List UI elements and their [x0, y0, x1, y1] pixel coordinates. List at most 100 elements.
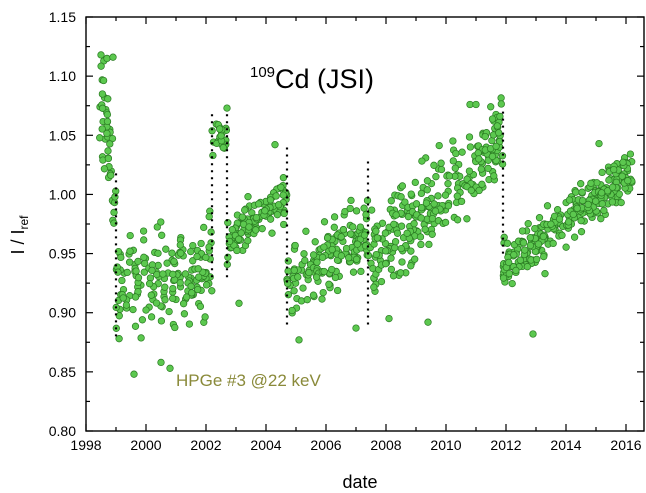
data-point [96, 134, 104, 142]
y-axis-title: I / Iref [8, 215, 31, 255]
axes [85, 16, 645, 432]
data-point [168, 249, 176, 257]
data-point [197, 239, 205, 248]
data-point [126, 247, 134, 255]
data-point [244, 193, 252, 201]
x-tick-label: 2016 [610, 437, 641, 453]
data-point [390, 220, 398, 228]
data-point [328, 245, 336, 254]
data-point [103, 54, 111, 63]
y-tick-label: 0.80 [49, 423, 76, 439]
data-point [235, 299, 243, 307]
data-point [397, 244, 405, 253]
y-tick-label: 1.05 [49, 127, 76, 143]
data-point [337, 233, 345, 241]
data-point [573, 204, 581, 212]
data-point [252, 226, 260, 234]
data-point [465, 133, 474, 141]
data-point [176, 241, 184, 249]
data-point [534, 240, 543, 248]
data-point [364, 251, 373, 260]
data-point [437, 159, 445, 167]
data-point [284, 257, 292, 265]
data-point [139, 227, 148, 235]
data-point [347, 196, 355, 205]
data-point [130, 370, 138, 378]
data-point [352, 207, 361, 215]
data-point [185, 320, 194, 328]
data-point [97, 51, 105, 59]
data-point [138, 316, 147, 324]
data-point [187, 247, 195, 256]
data-point [500, 233, 508, 241]
data-point [432, 173, 440, 181]
data-point [187, 282, 195, 290]
data-point [219, 144, 227, 152]
data-point [577, 217, 585, 225]
data-point [320, 243, 328, 251]
data-point [179, 300, 188, 308]
data-point [158, 231, 166, 239]
data-point [97, 62, 105, 70]
data-point [472, 100, 480, 109]
data-point [457, 197, 466, 206]
data-point [605, 176, 613, 184]
data-point [360, 204, 368, 212]
x-axis-title: date [342, 472, 377, 492]
data-point [163, 259, 171, 267]
data-point [194, 265, 202, 273]
data-point [481, 132, 489, 141]
data-point [416, 233, 425, 241]
data-point [194, 285, 202, 294]
data-point [430, 161, 438, 169]
data-point [318, 295, 326, 303]
data-point [272, 192, 280, 200]
y-tick-label: 1.00 [49, 186, 76, 202]
data-point [195, 273, 203, 281]
data-point [425, 240, 433, 249]
data-point [521, 246, 529, 254]
data-point [452, 149, 460, 158]
svg-text:I / Iref: I / Iref [8, 215, 31, 255]
x-tick-label: 2006 [310, 437, 341, 453]
data-point [323, 234, 332, 242]
x-tick-label: 2000 [130, 437, 161, 453]
data-point [115, 312, 123, 320]
data-point [165, 307, 173, 316]
data-point [539, 232, 548, 241]
x-tick-label: 1998 [70, 437, 101, 453]
data-point [180, 310, 189, 318]
data-point [131, 322, 140, 330]
data-point [391, 238, 400, 246]
data-point [541, 270, 549, 278]
data-point [531, 224, 539, 233]
data-point [492, 142, 500, 150]
data-point [382, 260, 390, 268]
data-point [131, 293, 140, 301]
data-point [103, 117, 112, 126]
data-point [598, 168, 606, 177]
data-point [569, 210, 577, 219]
data-point [523, 263, 532, 271]
data-point [357, 267, 365, 276]
data-point [111, 193, 119, 201]
data-point [140, 236, 148, 244]
data-point [148, 266, 156, 275]
data-point [137, 334, 145, 342]
data-point [153, 223, 161, 231]
data-point [417, 214, 425, 222]
data-point [98, 104, 107, 112]
data-point [152, 299, 161, 307]
data-point [403, 229, 411, 237]
data-point [466, 143, 475, 151]
data-point [407, 190, 415, 198]
isotope-mass: 109 [250, 64, 275, 81]
data-point [309, 291, 318, 299]
data-point [396, 269, 405, 277]
data-point [280, 209, 288, 218]
data-point [587, 179, 595, 187]
data-point [617, 198, 625, 207]
data-point [610, 165, 618, 174]
data-point [280, 220, 288, 229]
data-point [118, 276, 126, 285]
